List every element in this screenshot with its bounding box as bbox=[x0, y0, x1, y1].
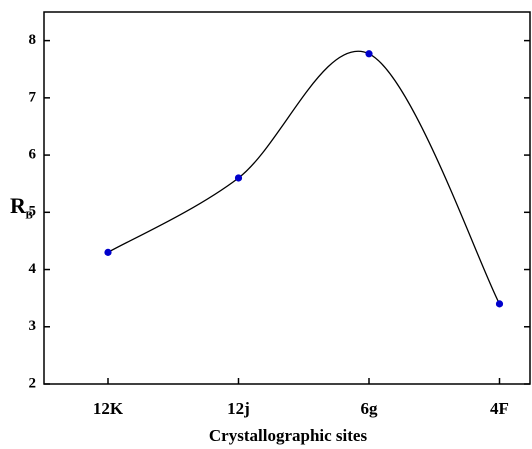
y-tick-label: 8 bbox=[29, 32, 37, 48]
y-axis-label: R bbox=[10, 193, 27, 218]
curve bbox=[107, 50, 501, 305]
plot-frame bbox=[43, 11, 531, 385]
y-tick-label: 3 bbox=[29, 318, 37, 334]
y-tick-label: 7 bbox=[29, 89, 37, 105]
y-tick-label: 4 bbox=[29, 261, 37, 277]
point bbox=[495, 300, 504, 308]
x-tick-label: 12j bbox=[227, 399, 250, 418]
y-tick-label: 5 bbox=[29, 204, 37, 220]
x-tick-label: 6g bbox=[361, 399, 379, 418]
x-tick-label: 4F bbox=[490, 399, 509, 418]
x-tick-label: 12K bbox=[93, 399, 124, 418]
x-axis-label: Crystallographic sites bbox=[209, 426, 368, 445]
point bbox=[104, 248, 112, 256]
y-tick-label: 6 bbox=[29, 147, 37, 163]
point bbox=[365, 50, 373, 58]
y-axis-label-subscript: B bbox=[25, 210, 33, 222]
point bbox=[234, 174, 243, 182]
y-tick-label: 2 bbox=[29, 375, 37, 391]
